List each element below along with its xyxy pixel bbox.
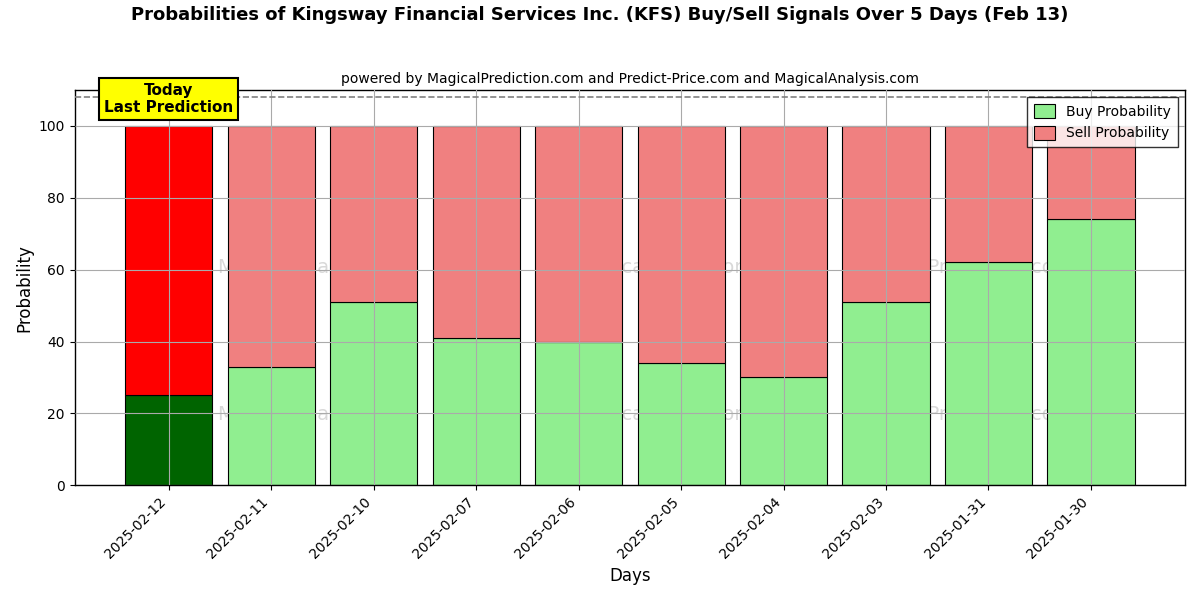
- Bar: [637, 363, 725, 485]
- Bar: [228, 126, 314, 367]
- Bar: [740, 126, 827, 377]
- Bar: [1048, 126, 1134, 220]
- Y-axis label: Probability: Probability: [16, 244, 34, 332]
- Text: Today
Last Prediction: Today Last Prediction: [104, 83, 233, 115]
- Text: MagicalPrediction.com: MagicalPrediction.com: [576, 259, 796, 277]
- Bar: [637, 126, 725, 363]
- Legend: Buy Probability, Sell Probability: Buy Probability, Sell Probability: [1027, 97, 1178, 148]
- Bar: [842, 126, 930, 302]
- X-axis label: Days: Days: [610, 567, 650, 585]
- Bar: [944, 262, 1032, 485]
- Title: powered by MagicalPrediction.com and Predict-Price.com and MagicalAnalysis.com: powered by MagicalPrediction.com and Pre…: [341, 72, 919, 86]
- Bar: [535, 126, 622, 341]
- Text: MagicalAnalysis.com: MagicalAnalysis.com: [217, 259, 420, 277]
- Bar: [125, 395, 212, 485]
- Text: MagicalPrediction.com: MagicalPrediction.com: [853, 259, 1073, 277]
- Bar: [1048, 220, 1134, 485]
- Bar: [944, 126, 1032, 262]
- Bar: [330, 126, 418, 302]
- Text: Probabilities of Kingsway Financial Services Inc. (KFS) Buy/Sell Signals Over 5 : Probabilities of Kingsway Financial Serv…: [131, 6, 1069, 24]
- Bar: [330, 302, 418, 485]
- Bar: [740, 377, 827, 485]
- Text: MagicalPrediction.com: MagicalPrediction.com: [576, 404, 796, 424]
- Text: MagicalAnalysis.com: MagicalAnalysis.com: [217, 404, 420, 424]
- Bar: [228, 367, 314, 485]
- Bar: [125, 126, 212, 395]
- Bar: [535, 341, 622, 485]
- Bar: [842, 302, 930, 485]
- Text: MagicalPrediction.com: MagicalPrediction.com: [853, 404, 1073, 424]
- Bar: [432, 126, 520, 338]
- Bar: [432, 338, 520, 485]
